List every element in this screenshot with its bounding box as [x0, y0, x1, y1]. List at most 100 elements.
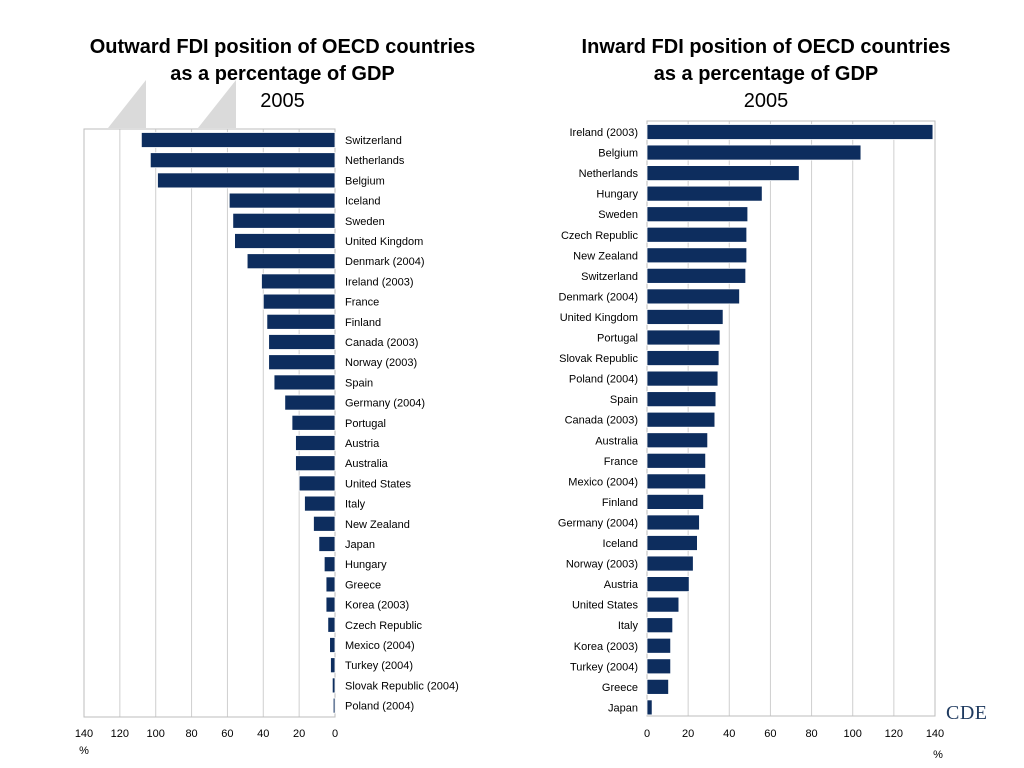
category-label: New Zealand: [345, 519, 410, 531]
category-label: Spain: [610, 394, 638, 406]
tick-label: 100: [147, 728, 165, 740]
bar: [228, 192, 336, 209]
category-label: United States: [572, 600, 639, 612]
bar: [325, 576, 336, 593]
bar: [295, 455, 336, 472]
tick-label: 140: [926, 728, 944, 740]
category-label: Turkey (2004): [345, 660, 413, 672]
category-label: Greece: [345, 579, 381, 591]
category-label: Denmark (2004): [345, 256, 424, 268]
category-label: Italy: [618, 620, 639, 632]
category-label: Poland (2004): [569, 374, 638, 386]
category-label: Mexico (2004): [568, 476, 638, 488]
bar: [646, 411, 716, 428]
bar: [234, 233, 336, 249]
category-label: Finland: [345, 317, 381, 329]
category-label: Belgium: [345, 175, 385, 187]
category-label: Japan: [345, 539, 375, 551]
category-label: United States: [345, 478, 412, 490]
right-title-year: 2005: [743, 90, 789, 112]
bar: [646, 391, 717, 408]
tick-label: 100: [844, 728, 862, 740]
bar: [325, 596, 336, 613]
category-label: Iceland: [603, 538, 638, 550]
bar: [646, 514, 700, 531]
axis-unit-label: %: [933, 749, 943, 761]
bar: [323, 556, 336, 573]
tick-label: 140: [75, 728, 93, 740]
tick-label: 60: [221, 728, 233, 740]
bar: [266, 313, 336, 330]
category-label: Denmark (2004): [559, 291, 638, 303]
bar: [646, 329, 721, 346]
category-label: Netherlands: [345, 155, 405, 167]
bar: [646, 185, 763, 202]
bar: [646, 350, 720, 366]
category-label: Hungary: [596, 189, 638, 201]
bar: [646, 493, 704, 510]
bar: [157, 172, 336, 189]
bar: [646, 206, 749, 223]
category-label: Ireland (2003): [570, 127, 639, 139]
bar: [273, 374, 336, 391]
bar: [646, 309, 724, 325]
category-label: Australia: [345, 458, 389, 470]
bar: [646, 267, 747, 284]
category-label: Germany (2004): [345, 398, 425, 410]
category-label: Portugal: [597, 333, 638, 345]
bar: [304, 495, 336, 512]
bar: [646, 226, 748, 243]
category-label: Turkey (2004): [570, 661, 638, 673]
left-title-line2: as a percentage of GDP: [170, 63, 395, 85]
category-label: United Kingdom: [345, 236, 423, 248]
bar: [329, 637, 336, 653]
category-label: Austria: [345, 438, 380, 450]
bar: [646, 432, 709, 449]
category-label: New Zealand: [573, 250, 638, 262]
bar: [646, 165, 800, 182]
bar: [646, 247, 748, 264]
category-label: Greece: [602, 682, 638, 694]
tick-label: 20: [293, 728, 305, 740]
category-label: Poland (2004): [345, 701, 414, 713]
bar: [646, 144, 862, 161]
bar: [646, 473, 707, 490]
category-label: Ireland (2003): [345, 276, 414, 288]
bar: [646, 288, 740, 305]
category-label: United Kingdom: [560, 312, 638, 324]
bar: [318, 536, 336, 552]
bar: [646, 596, 680, 613]
category-label: Belgium: [598, 148, 638, 160]
bar: [646, 370, 719, 387]
axis-unit-label: %: [79, 745, 89, 757]
category-label: Australia: [595, 435, 639, 447]
bar: [646, 555, 694, 572]
category-label: Korea (2003): [345, 600, 409, 612]
bar: [284, 394, 336, 411]
bar: [246, 253, 336, 270]
category-label: Sweden: [345, 216, 385, 228]
left-chart-title: Outward FDI position of OECD countries a…: [40, 34, 525, 115]
bar: [331, 677, 336, 694]
bar: [268, 334, 336, 350]
bar: [646, 124, 934, 140]
category-label: Switzerland: [581, 271, 638, 283]
category-label: Slovak Republic: [559, 353, 638, 365]
category-label: Italy: [345, 499, 366, 511]
bar: [646, 535, 698, 551]
category-label: Canada (2003): [565, 415, 638, 427]
bar: [646, 637, 672, 654]
category-label: Germany (2004): [558, 517, 638, 529]
decorative-wedge-right: [198, 80, 236, 128]
category-label: Norway (2003): [345, 357, 417, 369]
category-label: Mexico (2004): [345, 640, 415, 652]
right-title-line1: Inward FDI position of OECD countries: [581, 36, 951, 58]
bar: [646, 678, 670, 695]
bar: [646, 617, 674, 634]
tick-label: 40: [723, 728, 735, 740]
bar: [646, 452, 707, 469]
category-label: Norway (2003): [566, 559, 638, 571]
